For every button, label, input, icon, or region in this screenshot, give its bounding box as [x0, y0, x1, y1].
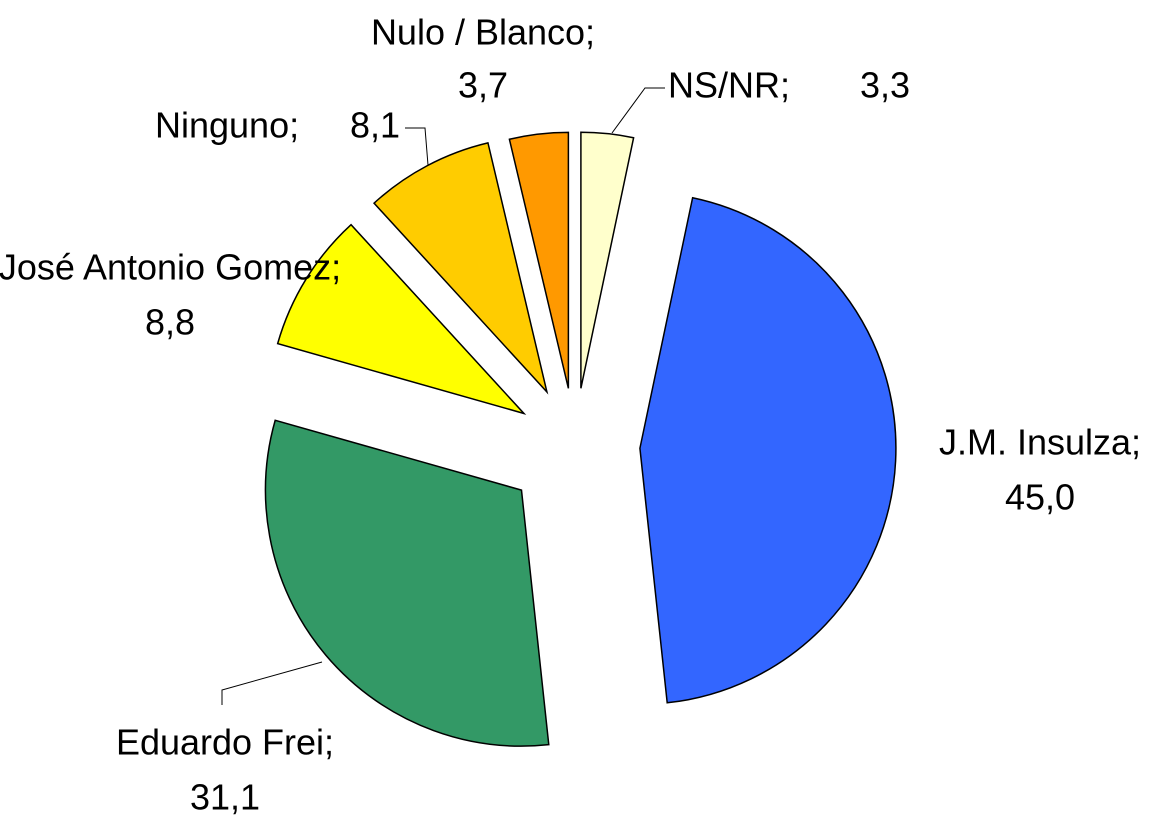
pie-slice: [276, 223, 527, 415]
value-label: 3,3: [860, 65, 910, 106]
value-label: 8,8: [145, 302, 195, 343]
leader-line: [221, 661, 323, 705]
pie-slice: [372, 141, 549, 395]
slice-label: J.M. Insulza;: [939, 422, 1141, 463]
pie-slice: [264, 419, 550, 747]
pie-slice: [639, 196, 897, 704]
slice-label: Eduardo Frei;: [116, 722, 334, 763]
value-label: 31,1: [190, 777, 260, 818]
pie-slice: [580, 131, 635, 389]
leader-line: [611, 87, 665, 134]
slice-label: José Antonio Gomez;: [0, 247, 341, 288]
value-label: 45,0: [1005, 477, 1075, 518]
value-label: 8,1: [350, 105, 400, 146]
leader-line: [405, 127, 429, 166]
slice-label: Nulo / Blanco;: [371, 12, 595, 53]
slice-label: Ninguno;: [155, 105, 299, 146]
slice-label: NS/NR;: [668, 65, 790, 106]
value-label: 3,7: [458, 65, 508, 106]
pie-slice: [508, 131, 570, 389]
